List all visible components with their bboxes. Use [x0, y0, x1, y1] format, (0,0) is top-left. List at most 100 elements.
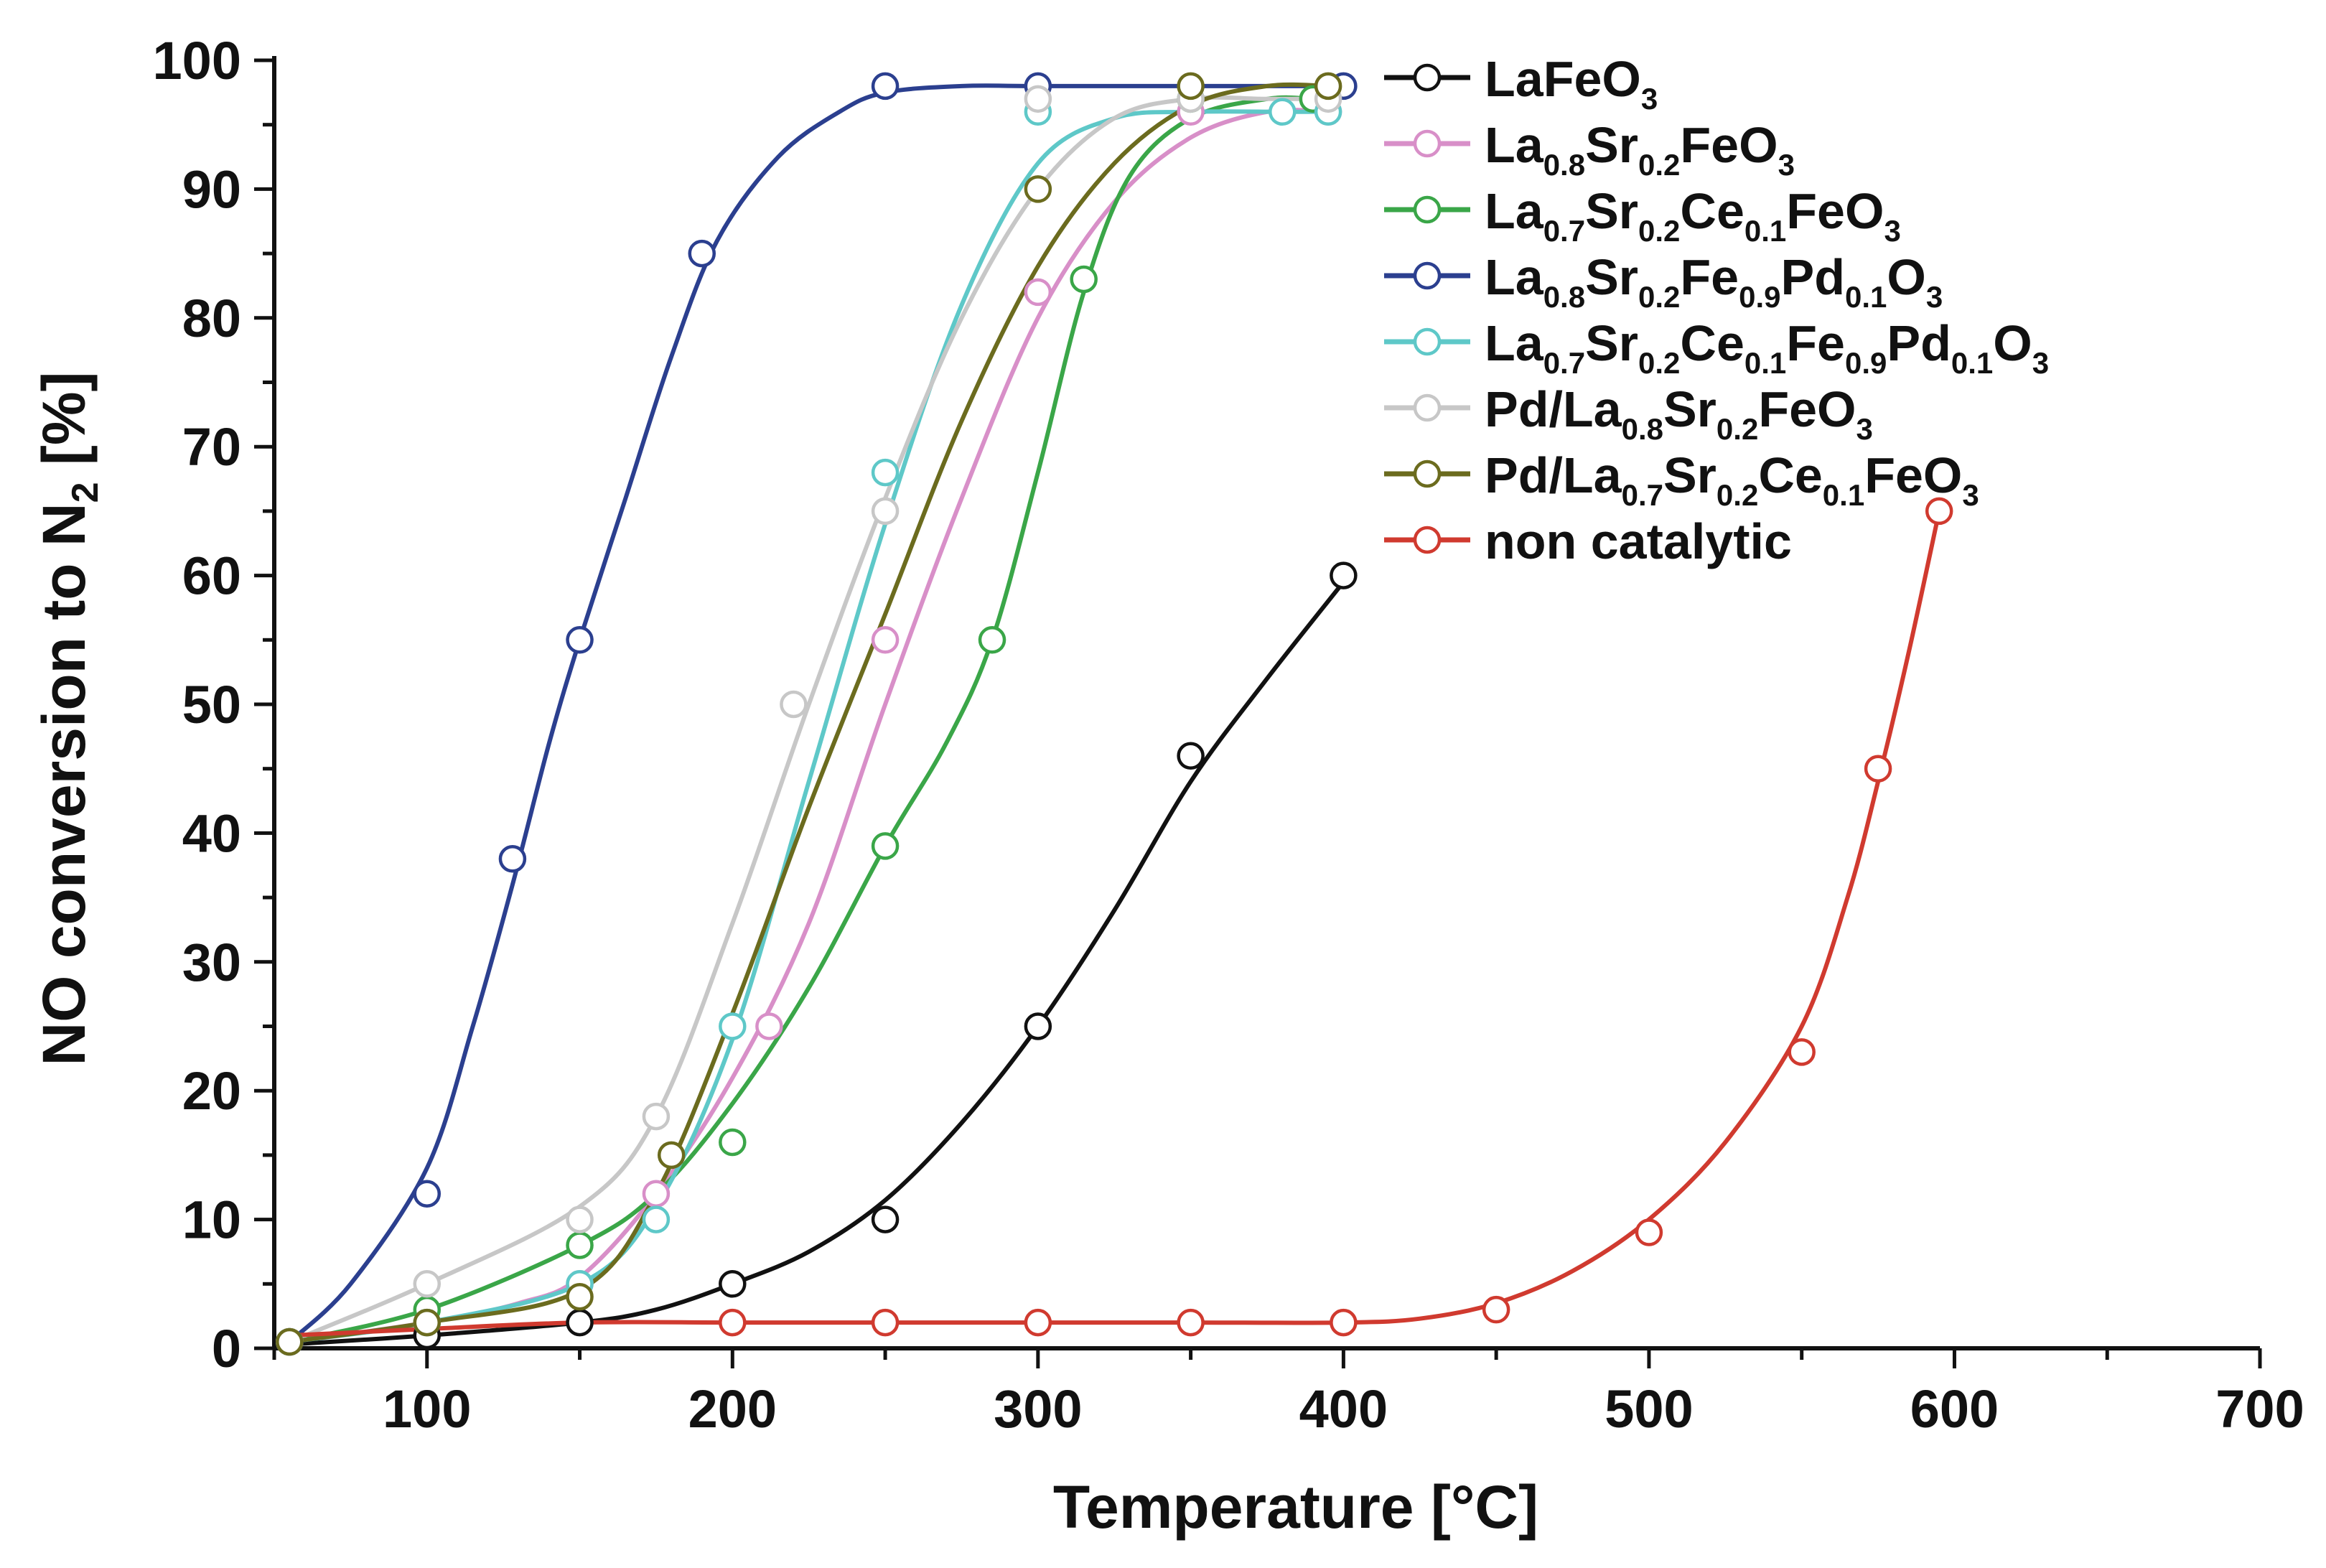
legend-text-part: FeO	[1786, 183, 1884, 239]
legend-subscript: 3	[1641, 82, 1658, 116]
x-tick-label: 200	[688, 1379, 777, 1439]
legend-subscript: 0.8	[1543, 280, 1585, 314]
data-point	[871, 458, 900, 487]
series-line-2	[287, 108, 1331, 1344]
y-tick-label: 60	[182, 546, 241, 606]
data-point	[413, 1180, 442, 1208]
legend-subscript: 0.1	[1845, 280, 1887, 314]
legend-text-part: Ce	[1758, 447, 1822, 503]
data-point	[566, 1282, 594, 1311]
legend-subscript: 3	[2032, 346, 2049, 380]
legend-subscript: 0.9	[1845, 346, 1887, 380]
data-point	[719, 1270, 747, 1298]
data-point	[1635, 1218, 1663, 1246]
data-point	[719, 1128, 747, 1157]
legend: LaFeO3La0.8Sr0.2FeO3La0.7Sr0.2Ce0.1FeO3L…	[1384, 51, 2049, 569]
legend-text-part: O	[1887, 249, 1925, 305]
legend-subscript: 0.7	[1543, 346, 1585, 380]
x-axis-title: Temperature [°C]	[1053, 1473, 1538, 1541]
legend-subscript: 3	[1778, 148, 1795, 182]
legend-text-part: Pd	[1781, 249, 1845, 305]
data-point	[642, 1205, 671, 1233]
y-axis-title: NO conversion to N2 [%]	[30, 371, 106, 1065]
series-line-5	[287, 109, 1331, 1344]
legend-text-part: Sr	[1663, 381, 1717, 437]
legend-text-part: O	[1993, 315, 2032, 371]
legend-subscript: 0.1	[1744, 214, 1786, 248]
series-line-7	[287, 82, 1331, 1344]
y-tick-label: 50	[182, 675, 241, 734]
y-axis-title-subscript: 2	[65, 482, 106, 503]
data-point	[688, 239, 716, 268]
legend-subscript: 0.2	[1638, 346, 1680, 380]
legend-subscript: 0.1	[1744, 346, 1786, 380]
legend-subscript: 3	[1884, 214, 1900, 248]
data-point	[719, 1308, 747, 1337]
y-tick-label: 80	[182, 289, 241, 348]
legend-text-part: La	[1485, 183, 1544, 239]
data-point	[871, 626, 900, 654]
data-point	[1269, 98, 1297, 126]
legend-subscript: 0.2	[1717, 478, 1758, 512]
data-point	[1330, 1308, 1358, 1337]
legend-subscript: 3	[1856, 412, 1872, 446]
legend-label-3: La0.7Sr0.2Ce0.1FeO3	[1485, 183, 1901, 248]
data-point	[871, 832, 900, 860]
data-point	[755, 1012, 783, 1040]
x-tick-label: 500	[1605, 1379, 1693, 1439]
legend-text-part: Pd/La	[1485, 381, 1622, 437]
series-line-1	[287, 579, 1346, 1347]
series-markers	[276, 72, 1953, 1356]
data-point	[566, 1231, 594, 1259]
legend-label-6: Pd/La0.8Sr0.2FeO3	[1485, 381, 1873, 446]
data-point	[276, 1327, 304, 1356]
legend-text-part: Pd/La	[1485, 447, 1622, 503]
y-tick-label: 10	[182, 1190, 241, 1250]
legend-subscript: 3	[1926, 280, 1943, 314]
data-point	[1024, 1012, 1052, 1040]
legend-text-part: Fe	[1786, 315, 1845, 371]
data-point	[1177, 1308, 1205, 1337]
y-tick-label: 70	[182, 417, 241, 477]
series-line-8	[287, 508, 1942, 1338]
data-point	[871, 72, 900, 101]
legend-subscript: 0.7	[1622, 478, 1663, 512]
legend-subscript: 3	[1962, 478, 1979, 512]
data-point	[780, 690, 808, 719]
series-line-6	[287, 95, 1331, 1344]
legend-marker-3	[1413, 195, 1442, 224]
data-point	[871, 497, 900, 526]
data-point	[1024, 85, 1052, 113]
legend-subscript: 0.2	[1638, 148, 1680, 182]
data-point	[566, 626, 594, 654]
legend-text-part: Pd	[1887, 315, 1951, 371]
data-point	[1788, 1038, 1816, 1066]
data-point	[413, 1270, 442, 1298]
legend-marker-6	[1413, 393, 1442, 422]
legend-text-part: Ce	[1680, 315, 1744, 371]
data-point	[642, 1180, 671, 1208]
data-point	[871, 1308, 900, 1337]
data-point	[1177, 742, 1205, 770]
legend-text-part: Fe	[1680, 249, 1739, 305]
legend-text-part: non catalytic	[1485, 513, 1792, 569]
y-tick-label: 30	[182, 933, 241, 992]
data-point	[1024, 1308, 1052, 1337]
y-tick-label: 20	[182, 1061, 241, 1121]
legend-label-5: La0.7Sr0.2Ce0.1Fe0.9Pd0.1O3	[1485, 315, 2049, 380]
legend-subscript: 0.7	[1543, 214, 1585, 248]
data-point	[1864, 755, 1892, 783]
x-tick-label: 600	[1910, 1379, 1999, 1439]
y-tick-label: 40	[182, 803, 241, 863]
x-tick-label: 700	[2215, 1379, 2304, 1439]
data-point	[719, 1012, 747, 1040]
x-tick-label: 300	[994, 1379, 1082, 1439]
legend-text-part: La	[1485, 315, 1544, 371]
data-point	[1925, 497, 1953, 526]
legend-subscript: 0.1	[1951, 346, 1993, 380]
data-point	[978, 626, 1006, 654]
data-point	[1482, 1295, 1510, 1324]
legend-subscript: 0.2	[1717, 412, 1758, 446]
